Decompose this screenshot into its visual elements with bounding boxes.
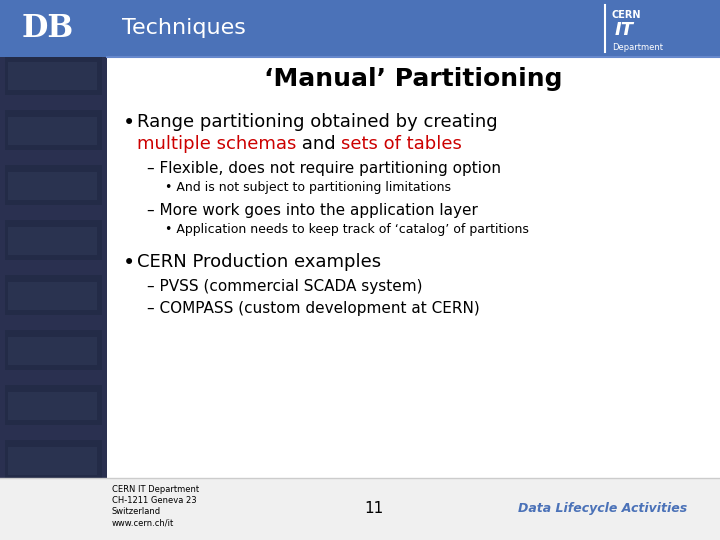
Bar	[5, 385, 102, 425]
Bar	[5, 165, 102, 205]
Bar	[8, 392, 96, 420]
Text: Department: Department	[612, 44, 663, 52]
Bar	[8, 337, 96, 365]
Bar	[5, 330, 102, 370]
Text: – More work goes into the application layer: – More work goes into the application la…	[147, 202, 477, 218]
Bar	[8, 62, 96, 90]
Text: – COMPASS (custom development at CERN): – COMPASS (custom development at CERN)	[147, 301, 480, 316]
Text: ‘Manual’ Partitioning: ‘Manual’ Partitioning	[264, 67, 562, 91]
Bar	[8, 447, 96, 475]
Text: and: and	[296, 134, 341, 153]
Bar	[5, 55, 102, 95]
Text: •: •	[122, 253, 135, 273]
Bar	[5, 110, 102, 150]
Text: Range partitioning obtained by creating: Range partitioning obtained by creating	[137, 113, 498, 131]
Bar	[107, 0, 720, 57]
Text: • Application needs to keep track of ‘catalog’ of partitions: • Application needs to keep track of ‘ca…	[165, 222, 528, 235]
Bar	[0, 478, 720, 540]
Bar	[5, 220, 102, 260]
Text: 11: 11	[365, 502, 384, 516]
Bar	[8, 117, 96, 145]
Text: CERN IT Department
CH-1211 Geneva 23
Switzerland
www.cern.ch/it: CERN IT Department CH-1211 Geneva 23 Swi…	[112, 485, 199, 527]
Text: Data Lifecycle Activities: Data Lifecycle Activities	[518, 502, 688, 516]
Text: – PVSS (commercial SCADA system): – PVSS (commercial SCADA system)	[147, 279, 422, 294]
Bar	[8, 227, 96, 255]
Text: • And is not subject to partitioning limitations: • And is not subject to partitioning lim…	[165, 181, 451, 194]
Text: •: •	[122, 113, 135, 133]
Bar	[5, 275, 102, 315]
Text: IT: IT	[615, 21, 634, 39]
Text: CERN: CERN	[612, 10, 642, 20]
Text: CERN Production examples: CERN Production examples	[137, 253, 381, 271]
Text: multiple schemas: multiple schemas	[137, 134, 296, 153]
Text: DB: DB	[22, 13, 74, 44]
Bar	[8, 282, 96, 310]
Text: sets of tables: sets of tables	[341, 134, 462, 153]
Text: Techniques: Techniques	[122, 18, 246, 38]
Bar	[8, 172, 96, 200]
Bar	[0, 0, 107, 540]
Bar	[5, 440, 102, 480]
Text: – Flexible, does not require partitioning option: – Flexible, does not require partitionin…	[147, 161, 500, 176]
Bar	[0, 0, 107, 57]
